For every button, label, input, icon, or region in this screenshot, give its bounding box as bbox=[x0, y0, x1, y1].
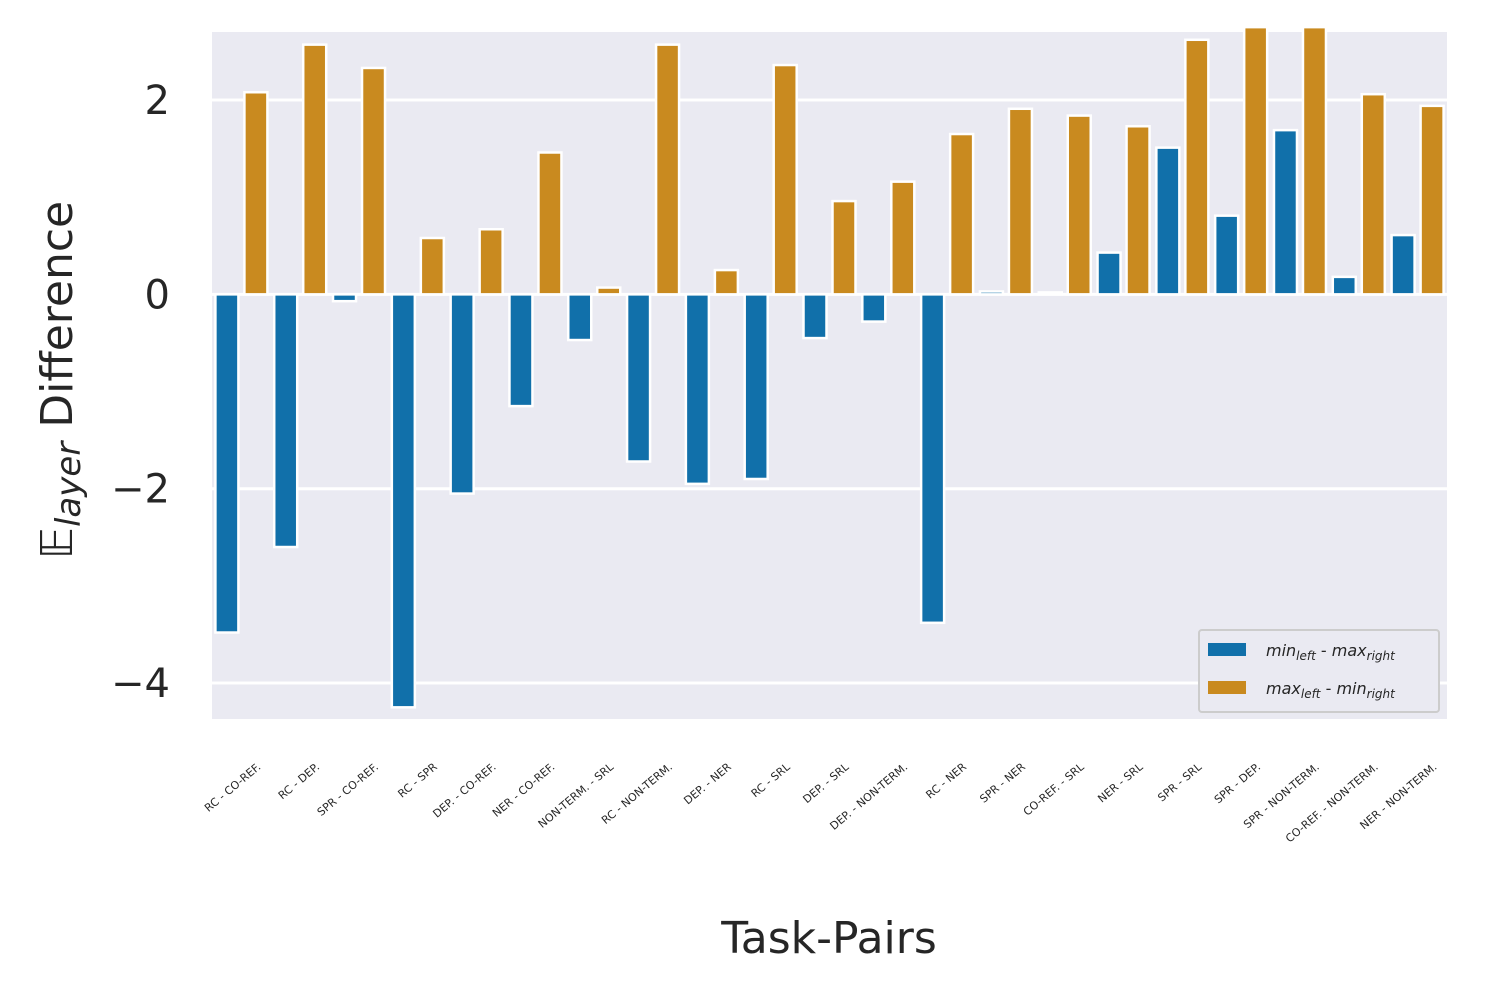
x-tick-label: NER - SRL bbox=[1095, 760, 1146, 806]
y-tick-label: −2 bbox=[111, 467, 170, 513]
x-tick-label: RC - SPR bbox=[395, 760, 440, 800]
bar-min-max bbox=[331, 293, 358, 303]
x-tick-label: RC - CO-REF. bbox=[202, 760, 263, 814]
bar-max-min bbox=[1360, 92, 1387, 296]
legend-label-min-max: minleft - maxright bbox=[1266, 641, 1396, 663]
bar-min-max bbox=[684, 293, 711, 486]
x-tick-label: RC - DEP. bbox=[276, 760, 322, 802]
bar-max-min bbox=[713, 268, 740, 296]
bar-min-max bbox=[1390, 233, 1416, 296]
y-axis-title-text: Difference bbox=[32, 201, 83, 442]
x-tick-labels: RC - CO-REF. RC - DEP.SPR - CO-REF. RC - S… bbox=[202, 760, 1439, 845]
plot-background bbox=[212, 32, 1447, 719]
x-tick-label: CO-REF. - SRL bbox=[1021, 760, 1087, 819]
bar-min-max bbox=[802, 293, 828, 340]
bar-max-min bbox=[1301, 25, 1328, 296]
bar-min-max bbox=[1213, 214, 1240, 296]
bar-min-max bbox=[508, 293, 534, 408]
x-tick-label: RC - NER bbox=[923, 760, 969, 801]
legend: minleft - maxright maxleft - minright bbox=[1198, 629, 1440, 713]
bar-min-max bbox=[1155, 146, 1181, 296]
x-tick-label: SPR - SRL bbox=[1155, 760, 1205, 805]
bar-min-max bbox=[919, 293, 946, 625]
y-tick-labels: −4 −2 0 2 bbox=[111, 78, 170, 707]
bar-min-max bbox=[214, 293, 240, 634]
bar-max-min bbox=[301, 43, 328, 296]
y-axis-title-subscript: layer bbox=[49, 440, 89, 527]
bar-max-min bbox=[478, 228, 504, 296]
bar-min-max bbox=[861, 293, 887, 323]
bar-max-min bbox=[890, 180, 916, 296]
bar-max-min bbox=[1007, 107, 1034, 296]
legend-swatch-min-max bbox=[1208, 643, 1246, 656]
x-tick-label: RC - SRL bbox=[749, 760, 794, 800]
bar-max-min bbox=[831, 199, 857, 296]
bar-max-min bbox=[360, 66, 387, 296]
bar-max-min bbox=[1066, 114, 1092, 296]
bar-max-min bbox=[1125, 125, 1151, 296]
bar-min-max bbox=[743, 293, 769, 481]
bar-max-min bbox=[243, 90, 269, 296]
bar-max-min bbox=[1184, 38, 1210, 296]
y-tick-label: 2 bbox=[145, 78, 170, 124]
legend-swatch-max-min bbox=[1208, 681, 1246, 694]
x-tick-label: SPR - CO-REF. bbox=[315, 760, 381, 818]
bar-min-max bbox=[272, 293, 299, 549]
legend-frame bbox=[1198, 629, 1440, 713]
bar-max-min bbox=[596, 286, 622, 296]
x-tick-label: DEP. - CO-REF. bbox=[430, 760, 498, 820]
bar-min-max bbox=[449, 293, 475, 495]
bar-max-min bbox=[948, 132, 975, 296]
x-axis-title: Task-Pairs bbox=[720, 913, 937, 964]
y-axis-title-symbol: 𝔼 bbox=[32, 527, 83, 559]
bar-min-max bbox=[567, 293, 593, 342]
bar-max-min bbox=[772, 63, 798, 296]
y-axis-title: 𝔼layer Difference bbox=[32, 201, 89, 559]
bar-max-min bbox=[1419, 104, 1445, 296]
bar-min-max bbox=[978, 290, 1005, 296]
x-tick-label: DEP. - NER bbox=[681, 760, 734, 807]
bar-max-min bbox=[537, 151, 563, 296]
bar-max-min bbox=[419, 236, 446, 296]
bar-min-max bbox=[1272, 128, 1299, 296]
bar-min-max bbox=[390, 293, 417, 709]
bar-max-min bbox=[1242, 25, 1269, 296]
bars bbox=[214, 25, 1445, 709]
bar-max-min bbox=[654, 43, 681, 296]
legend-label-max-min: maxleft - minright bbox=[1266, 679, 1396, 701]
bar-min-max bbox=[1037, 291, 1063, 296]
bar-min-max bbox=[1096, 251, 1122, 296]
y-tick-label: 0 bbox=[145, 272, 170, 318]
x-tick-label: DEP. - SRL bbox=[801, 760, 853, 806]
y-tick-label: −4 bbox=[111, 661, 170, 707]
bar-min-max bbox=[1331, 275, 1358, 296]
x-tick-label: SPR - DEP. bbox=[1212, 760, 1263, 806]
x-tick-label: SPR - NER bbox=[977, 760, 1028, 806]
bar-min-max bbox=[625, 293, 652, 463]
